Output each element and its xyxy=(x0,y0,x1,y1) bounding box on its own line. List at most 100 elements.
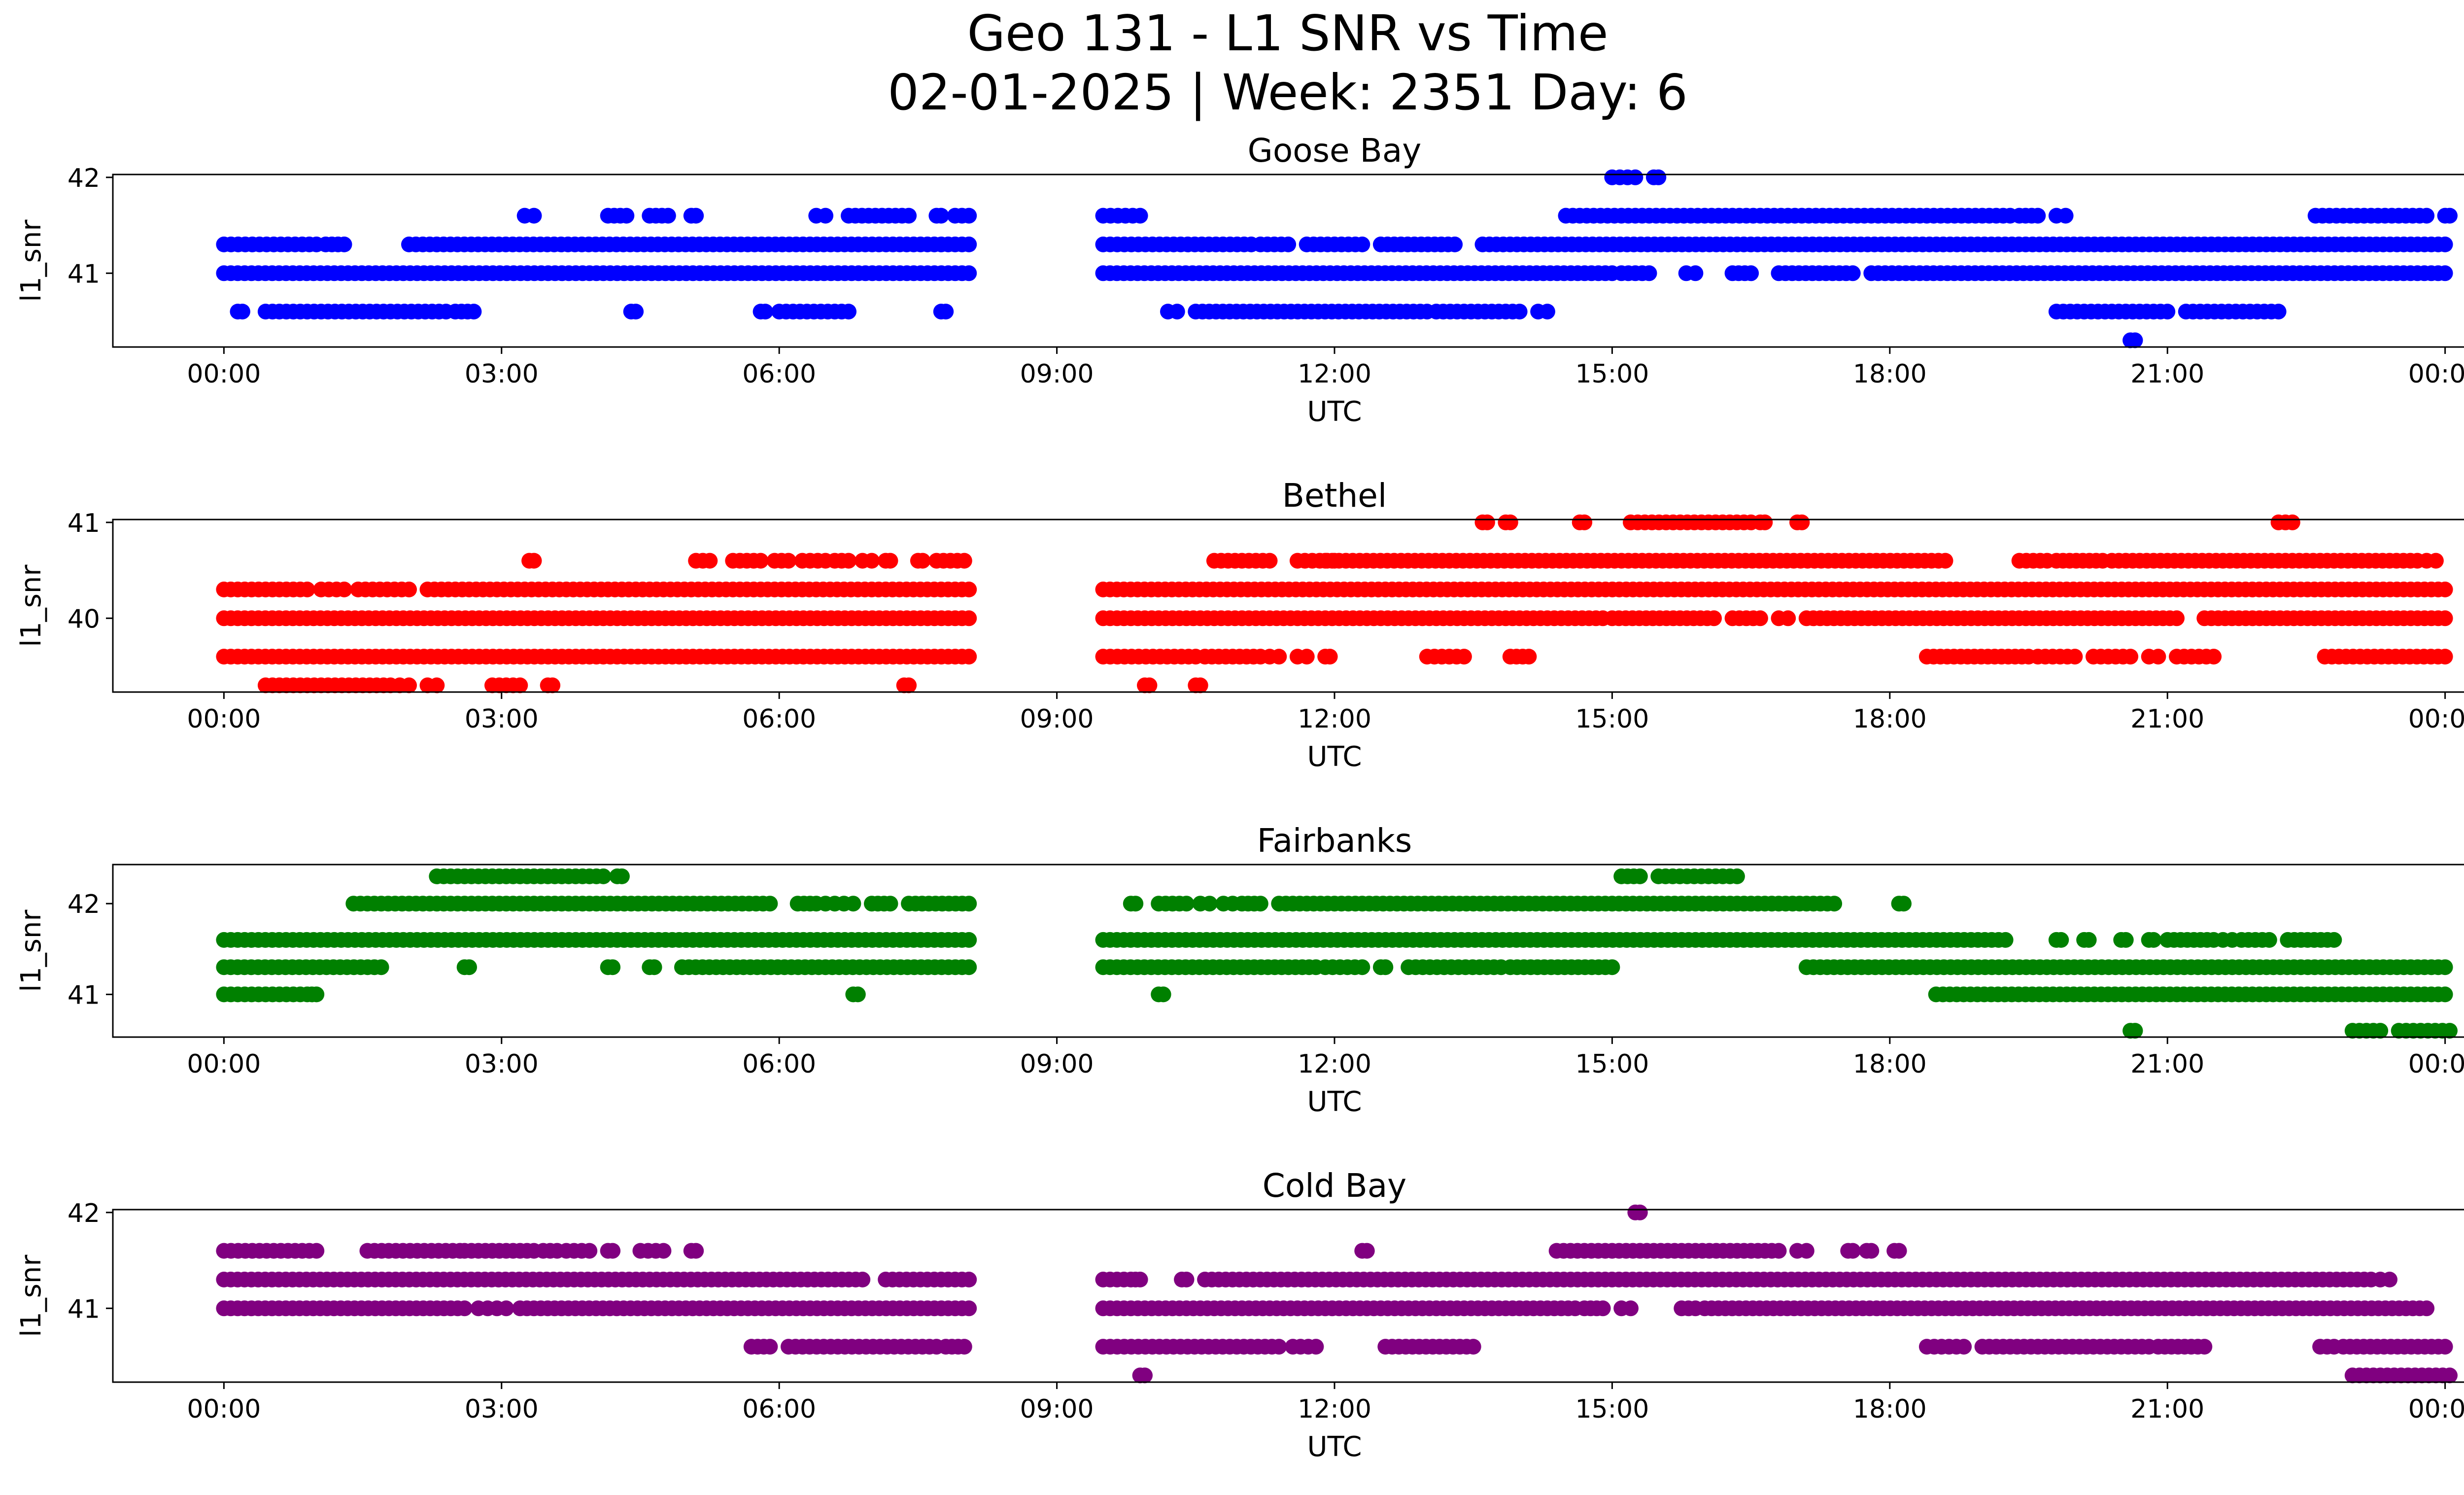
point-bethel-833 xyxy=(1192,677,1208,694)
point-bethel-859 xyxy=(915,553,931,569)
x-tick-label-fairbanks-3: 09:00 xyxy=(1020,1049,1094,1079)
panel-bethel: Bethel 00:00 03:00 06:00 09:00 12:00 15:00 18:0… xyxy=(15,477,2464,773)
x-tick-label-bethel-1: 03:00 xyxy=(465,704,539,734)
point-bethel-818 xyxy=(401,677,417,694)
point-fairbanks-271 xyxy=(2326,932,2342,948)
x-tick-label-bethel-0: 00:00 xyxy=(187,704,261,734)
point-goose-bay-714 xyxy=(526,208,542,224)
point-cold-bay-96 xyxy=(1891,1243,1907,1259)
y-axis-label-goose-bay: l1_snr xyxy=(15,219,47,302)
point-cold-bay-754 xyxy=(1956,1339,1972,1355)
point-cold-bay-210 xyxy=(1132,1271,1148,1287)
point-bethel-857 xyxy=(882,553,898,569)
point-goose-bay-126 xyxy=(1280,236,1297,252)
point-fairbanks-577 xyxy=(845,896,861,912)
point-bethel-1032 xyxy=(1479,514,1495,530)
point-goose-bay-738 xyxy=(933,208,949,224)
point-bethel-853 xyxy=(841,553,856,569)
x-tick-label-goose-bay-8: 00:00 xyxy=(2408,359,2464,389)
point-bethel-970 xyxy=(1937,553,1953,569)
point-bethel-24 xyxy=(401,581,417,597)
point-fairbanks-414 xyxy=(1604,959,1620,975)
point-fairbanks-581 xyxy=(882,896,898,912)
x-tick-label-bethel-3: 09:00 xyxy=(1020,704,1094,734)
panel-title-cold-bay: Cold Bay xyxy=(1263,1167,1406,1205)
point-goose-bay-837 xyxy=(2442,208,2458,224)
x-tick-label-cold-bay-5: 15:00 xyxy=(1575,1394,1649,1424)
point-cold-bay-823 xyxy=(2442,1367,2458,1384)
point-bethel-1058 xyxy=(1794,514,1810,530)
point-goose-bay-747 xyxy=(1132,208,1148,224)
x-axis-label-bethel: UTC xyxy=(1307,741,1362,773)
point-goose-bay-631 xyxy=(1169,304,1185,320)
x-tick-label-cold-bay-1: 03:00 xyxy=(465,1394,539,1424)
x-tick-label-bethel-2: 06:00 xyxy=(742,704,816,734)
point-goose-bay-495 xyxy=(1845,265,1861,281)
point-goose-bay-629 xyxy=(938,304,954,320)
point-goose-bay-616 xyxy=(757,304,773,320)
point-goose-bay-17 xyxy=(336,236,352,252)
point-fairbanks-783 xyxy=(2437,986,2453,1003)
panel-title-bethel: Bethel xyxy=(1282,477,1387,515)
x-tick-label-fairbanks-2: 06:00 xyxy=(742,1049,816,1079)
point-goose-bay-483 xyxy=(1743,265,1759,281)
x-tick-label-cold-bay-7: 21:00 xyxy=(2130,1394,2204,1424)
panels-group: Goose Bay 00:00 03:00 06:00 09:00 12:00 15:00 1… xyxy=(15,132,2464,1463)
point-fairbanks-826 xyxy=(1729,868,1745,884)
point-bethel-773 xyxy=(2150,649,2166,665)
point-bethel-855 xyxy=(864,553,880,569)
chart-title: Geo 131 - L1 SNR vs Time xyxy=(967,4,1608,62)
point-cold-bay-787 xyxy=(2196,1339,2213,1355)
point-bethel-765 xyxy=(2067,649,2083,665)
point-cold-bay-563 xyxy=(1595,1300,1611,1317)
point-cold-bay-674 xyxy=(2419,1300,2435,1317)
point-bethel-827 xyxy=(545,677,561,694)
point-bethel-299 xyxy=(2437,581,2453,597)
point-fairbanks-598 xyxy=(1178,896,1195,912)
point-bethel-1034 xyxy=(1502,514,1518,530)
x-axis-label-fairbanks: UTC xyxy=(1307,1086,1362,1118)
point-bethel-825 xyxy=(512,677,528,694)
x-tick-label-goose-bay-4: 12:00 xyxy=(1298,359,1371,389)
point-bethel-797 xyxy=(2437,649,2453,665)
point-cold-bay-384 xyxy=(2382,1271,2397,1287)
point-bethel-733 xyxy=(1322,649,1338,665)
series-goose-bay xyxy=(216,169,2458,348)
point-cold-bay-730 xyxy=(1271,1339,1287,1355)
point-cold-bay-45 xyxy=(582,1243,598,1259)
x-axis-label-cold-bay: UTC xyxy=(1307,1431,1362,1463)
x-tick-label-goose-bay-7: 21:00 xyxy=(2130,359,2204,389)
point-fairbanks-240 xyxy=(1997,932,2014,948)
panel-title-goose-bay: Goose Bay xyxy=(1248,132,1422,170)
point-fairbanks-808 xyxy=(595,868,612,884)
point-cold-bay-88 xyxy=(1771,1243,1787,1259)
point-goose-bay-397 xyxy=(961,265,977,281)
point-goose-bay-135 xyxy=(1354,236,1370,252)
x-tick-label-bethel-5: 15:00 xyxy=(1575,704,1649,734)
y-axis-label-cold-bay: l1_snr xyxy=(15,1254,47,1337)
point-cold-bay-424 xyxy=(498,1300,514,1317)
point-fairbanks-382 xyxy=(1354,959,1370,975)
point-bethel-1061 xyxy=(2284,514,2300,530)
x-tick-label-cold-bay-8: 00:00 xyxy=(2408,1394,2464,1424)
panel-fairbanks: Fairbanks 00:00 03:00 06:00 09:00 12:00 15:00 1… xyxy=(15,822,2464,1118)
point-goose-bay-722 xyxy=(660,208,676,224)
chart-subtitle: 02-01-2025 | Week: 2351 Day: 6 xyxy=(888,64,1687,121)
point-cold-bay-748 xyxy=(1465,1339,1481,1355)
point-bethel-1030 xyxy=(2428,553,2444,569)
x-tick-label-fairbanks-1: 03:00 xyxy=(465,1049,539,1079)
y-tick-label-cold-bay-0: 41 xyxy=(68,1294,100,1324)
point-cold-bay-53 xyxy=(688,1243,704,1259)
point-cold-bay-190 xyxy=(855,1271,871,1287)
x-tick-label-goose-bay-0: 00:00 xyxy=(187,359,261,389)
point-cold-bay-212 xyxy=(1178,1271,1195,1287)
x-tick-label-goose-bay-3: 09:00 xyxy=(1020,359,1094,389)
point-fairbanks-344 xyxy=(961,959,977,975)
point-goose-bay-612 xyxy=(466,304,482,320)
point-goose-bay-579 xyxy=(2437,265,2453,281)
point-cold-bay-704 xyxy=(956,1339,972,1355)
point-fairbanks-384 xyxy=(1377,959,1394,975)
y-tick-label-goose-bay-0: 41 xyxy=(68,259,100,289)
